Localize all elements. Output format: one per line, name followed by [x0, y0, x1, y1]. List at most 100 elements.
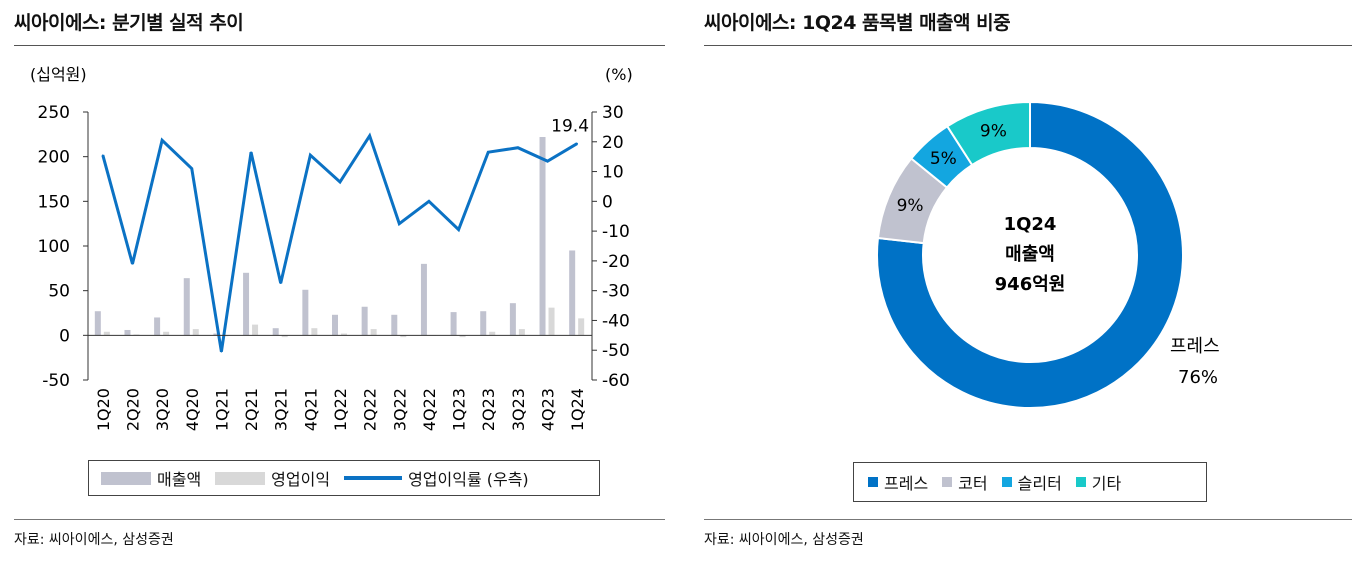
op-income-bar: [192, 329, 199, 336]
slice-value-label-other: 9%: [980, 121, 1007, 141]
legend-coater-swatch: [942, 477, 953, 487]
op-margin-point: [398, 222, 401, 225]
right-y-tick-label: -30: [602, 282, 630, 302]
op-margin-point: [546, 160, 549, 162]
legend-op-margin: 영업이익률 (우측): [344, 466, 529, 490]
left-y-tick-label: 0: [59, 326, 70, 346]
y-axis-label-right: (%): [605, 65, 633, 84]
revenue-bar: [569, 250, 576, 336]
legend-op-margin-label: 영업이익률 (우측): [408, 470, 529, 489]
x-tick-label: 3Q20: [153, 388, 172, 431]
op-income-bar: [578, 318, 585, 336]
donut-slice-other: [945, 100, 1031, 167]
right-y-tick-label: 30: [602, 103, 624, 123]
x-tick-label: 2Q20: [123, 388, 142, 431]
op-income-bar: [163, 331, 170, 336]
x-tick-label: 2Q23: [479, 388, 498, 431]
revenue-bar: [94, 311, 101, 336]
donut-slice-press: [876, 100, 1184, 409]
slice-value-label-coater: 9%: [897, 196, 924, 216]
revenue-bar: [213, 333, 220, 336]
product-mix-panel: 씨아이에스: 1Q24 품목별 매출액 비중 프레스 76% 9% 5% 9% 1Q24…: [690, 0, 1359, 579]
legend-slitter-swatch: [1001, 477, 1012, 487]
slice-value-label-press: 76%: [1178, 367, 1218, 388]
revenue-bar: [302, 289, 309, 336]
op-income-bar: [459, 335, 466, 338]
op-margin-point: [368, 135, 371, 137]
legend-slitter-label: 슬리터: [1017, 474, 1062, 493]
x-tick-label: 3Q23: [509, 388, 528, 431]
op-margin-point: [190, 167, 193, 170]
x-tick-label: 4Q21: [301, 388, 320, 431]
legend-coater: 코터: [942, 470, 988, 494]
left-legend: 매출액 영업이익 영업이익률 (우측): [88, 460, 600, 496]
op-income-bar: [252, 324, 259, 336]
donut-center-text: 매출액: [1005, 244, 1055, 265]
x-tick-label: 2Q21: [242, 388, 261, 431]
op-margin-point: [131, 263, 134, 265]
op-income-bar: [548, 307, 555, 336]
left-y-tick-label: 100: [38, 237, 70, 257]
x-tick-label: 1Q22: [331, 388, 350, 431]
revenue-bar: [332, 314, 338, 336]
x-tick-label: 1Q21: [212, 388, 231, 431]
right-footer-rule: [704, 519, 1352, 520]
legend-op-margin-swatch: [344, 476, 403, 480]
right-y-tick-label: -10: [602, 222, 630, 242]
legend-coater-label: 코터: [958, 474, 988, 493]
right-y-tick-label: -40: [602, 311, 630, 331]
revenue-bar: [183, 278, 190, 336]
legend-press: 프레스: [868, 470, 928, 494]
legend-revenue: 매출액: [101, 466, 201, 490]
op-margin-point: [250, 151, 252, 153]
x-tick-label: 1Q23: [450, 388, 469, 431]
op-margin-point: [428, 200, 430, 203]
revenue-bar: [154, 317, 161, 336]
op-margin-point: [102, 154, 104, 156]
left-y-tick-label: 50: [48, 282, 70, 302]
op-income-bar: [400, 335, 407, 338]
x-tick-label: 4Q20: [183, 388, 202, 431]
x-tick-label: 1Q24: [568, 388, 587, 431]
op-income-bar: [341, 333, 347, 336]
op-margin-line: [101, 132, 578, 352]
op-income-bar: [281, 335, 288, 338]
revenue-bar: [539, 137, 546, 336]
legend-op-income: 영업이익: [215, 466, 330, 490]
right-y-tick-label: 0: [602, 192, 613, 212]
revenue-bar: [272, 328, 279, 336]
left-y-tick-label: 200: [38, 148, 70, 168]
right-title-rule: [704, 45, 1352, 46]
op-income-bar: [370, 329, 377, 336]
op-margin-point: [517, 146, 519, 149]
revenue-bar: [420, 263, 427, 336]
x-tick-label: 1Q20: [94, 388, 113, 431]
legend-other: 기타: [1075, 470, 1121, 494]
y-axis-label-left: (십억원): [30, 65, 87, 84]
product-mix-donut-chart: 프레스 76% 9% 5% 9% 1Q24 매출액 946억원: [876, 100, 1220, 409]
quarterly-earnings-chart: (십억원) (%)-50050100150200250-60-50-40-30-2…: [30, 65, 633, 431]
revenue-bar: [243, 272, 250, 336]
op-margin-point: [161, 139, 163, 142]
slice-name-label-press: 프레스: [1170, 336, 1220, 357]
right-legend: 프레스 코터 슬리터 기타: [853, 462, 1207, 502]
op-margin-annotation: 19.4: [551, 117, 589, 137]
op-margin-point: [576, 142, 578, 145]
legend-revenue-label: 매출액: [157, 470, 202, 489]
revenue-bar: [124, 329, 131, 336]
left-title-rule: [14, 45, 665, 46]
legend-slitter: 슬리터: [1001, 470, 1062, 494]
right-source: 자료: 씨아이에스, 삼성증권: [704, 532, 864, 548]
op-income-bar: [518, 329, 525, 336]
revenue-bar: [450, 312, 457, 336]
op-margin-point: [457, 228, 460, 231]
op-margin-point: [309, 154, 312, 156]
right-y-tick-label: -20: [602, 252, 630, 272]
right-y-tick-label: 10: [602, 163, 624, 183]
op-margin-point: [220, 350, 223, 353]
x-tick-label: 3Q22: [390, 388, 409, 431]
x-tick-label: 2Q22: [361, 388, 380, 431]
revenue-bar: [391, 314, 398, 336]
op-margin-point: [487, 151, 490, 153]
left-y-tick-label: 150: [38, 192, 70, 212]
